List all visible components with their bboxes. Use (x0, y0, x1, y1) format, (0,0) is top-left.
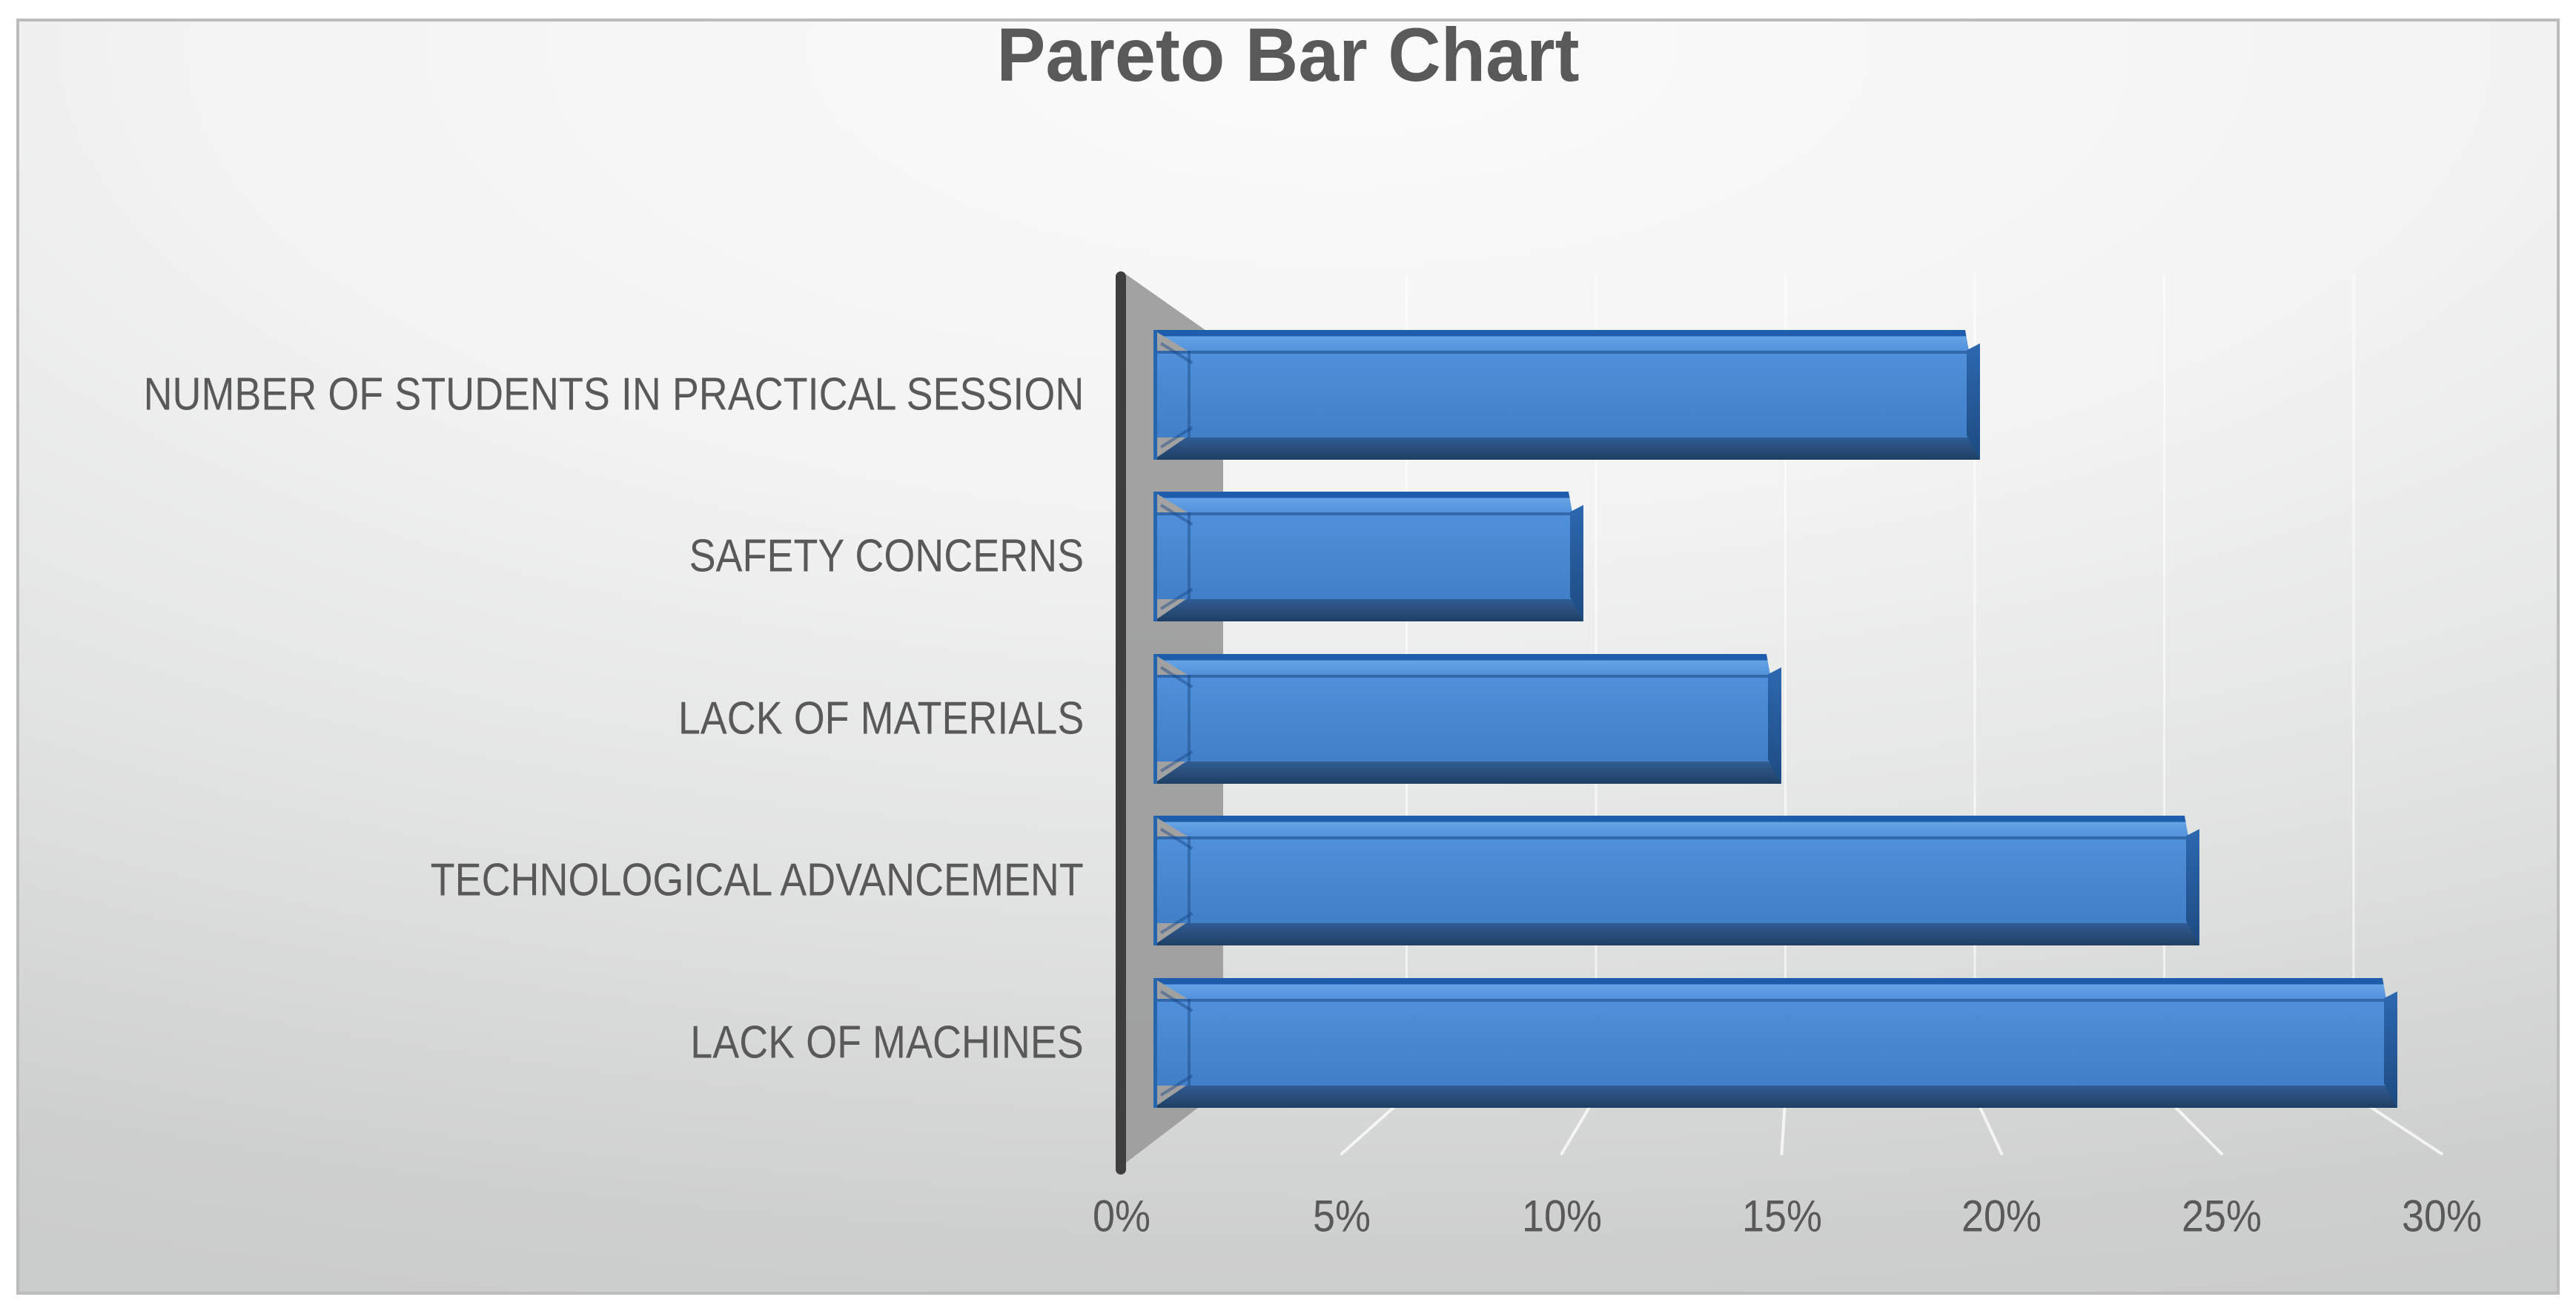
bar-bevel-facet (1188, 999, 1191, 1086)
bar-cap-facet (1967, 343, 1980, 460)
axis-tick-label: 30% (2401, 1191, 2483, 1241)
category-axis-line (1116, 271, 1126, 1175)
bar-cap-facet (1570, 505, 1583, 621)
bar-face-facet (1156, 512, 1573, 599)
bar-face-facet (1156, 836, 2189, 923)
category-label: LACK OF MATERIALS (678, 693, 1084, 744)
bar-edge-facet (1153, 330, 1157, 460)
bar (1153, 978, 2397, 1108)
bar-bevel-facet (1188, 512, 1191, 599)
bar-cap-facet (1768, 667, 1781, 784)
bar-edge-facet (1153, 816, 1157, 945)
bar-face-facet (1156, 351, 1970, 437)
bar-bevel-facet (1188, 351, 1191, 437)
bar (1153, 330, 1980, 460)
category-label: TECHNOLOGICAL ADVANCEMENT (430, 854, 1084, 906)
axis-tick-label: 5% (1312, 1191, 1371, 1241)
bar-cap-facet (2186, 829, 2199, 945)
axis-tick-label: 0% (1092, 1191, 1151, 1241)
bar-bevel-facet (1188, 675, 1191, 762)
bar-bottom-facet (1153, 437, 1980, 460)
bar-edge-facet (1153, 978, 1157, 1108)
category-label: SAFETY CONCERNS (689, 530, 1084, 582)
bar-top-facet (1153, 654, 1781, 675)
bar-bottom-facet (1153, 599, 1583, 621)
chart-title: Pareto Bar Chart (996, 13, 1580, 97)
bar-face-facet (1156, 999, 2387, 1086)
category-label: LACK OF MACHINES (690, 1017, 1084, 1069)
axis-tick-label: 10% (1521, 1191, 1603, 1241)
bar-edge-facet (1153, 492, 1157, 621)
bar-bevel-facet (1188, 836, 1191, 923)
bar-top-facet (1153, 816, 2199, 836)
bar-face-facet (1156, 675, 1771, 762)
bar-cap-facet (2384, 991, 2397, 1108)
axis-tick-label: 25% (2181, 1191, 2262, 1241)
bar-bottom-facet (1153, 923, 2199, 945)
bar-top-facet (1153, 978, 2397, 999)
bar (1153, 816, 2199, 945)
axis-tick-label: 15% (1741, 1191, 1823, 1241)
bar (1153, 654, 1781, 784)
bar-top-facet (1153, 330, 1980, 351)
bar-edge-facet (1153, 654, 1157, 784)
category-label: NUMBER OF STUDENTS IN PRACTICAL SESSION (143, 369, 1084, 420)
bar-top-facet (1153, 492, 1583, 512)
bar-bottom-facet (1153, 1086, 2397, 1108)
bar (1153, 492, 1583, 621)
axis-tick-label: 20% (1961, 1191, 2042, 1241)
bar-bottom-facet (1153, 762, 1781, 784)
